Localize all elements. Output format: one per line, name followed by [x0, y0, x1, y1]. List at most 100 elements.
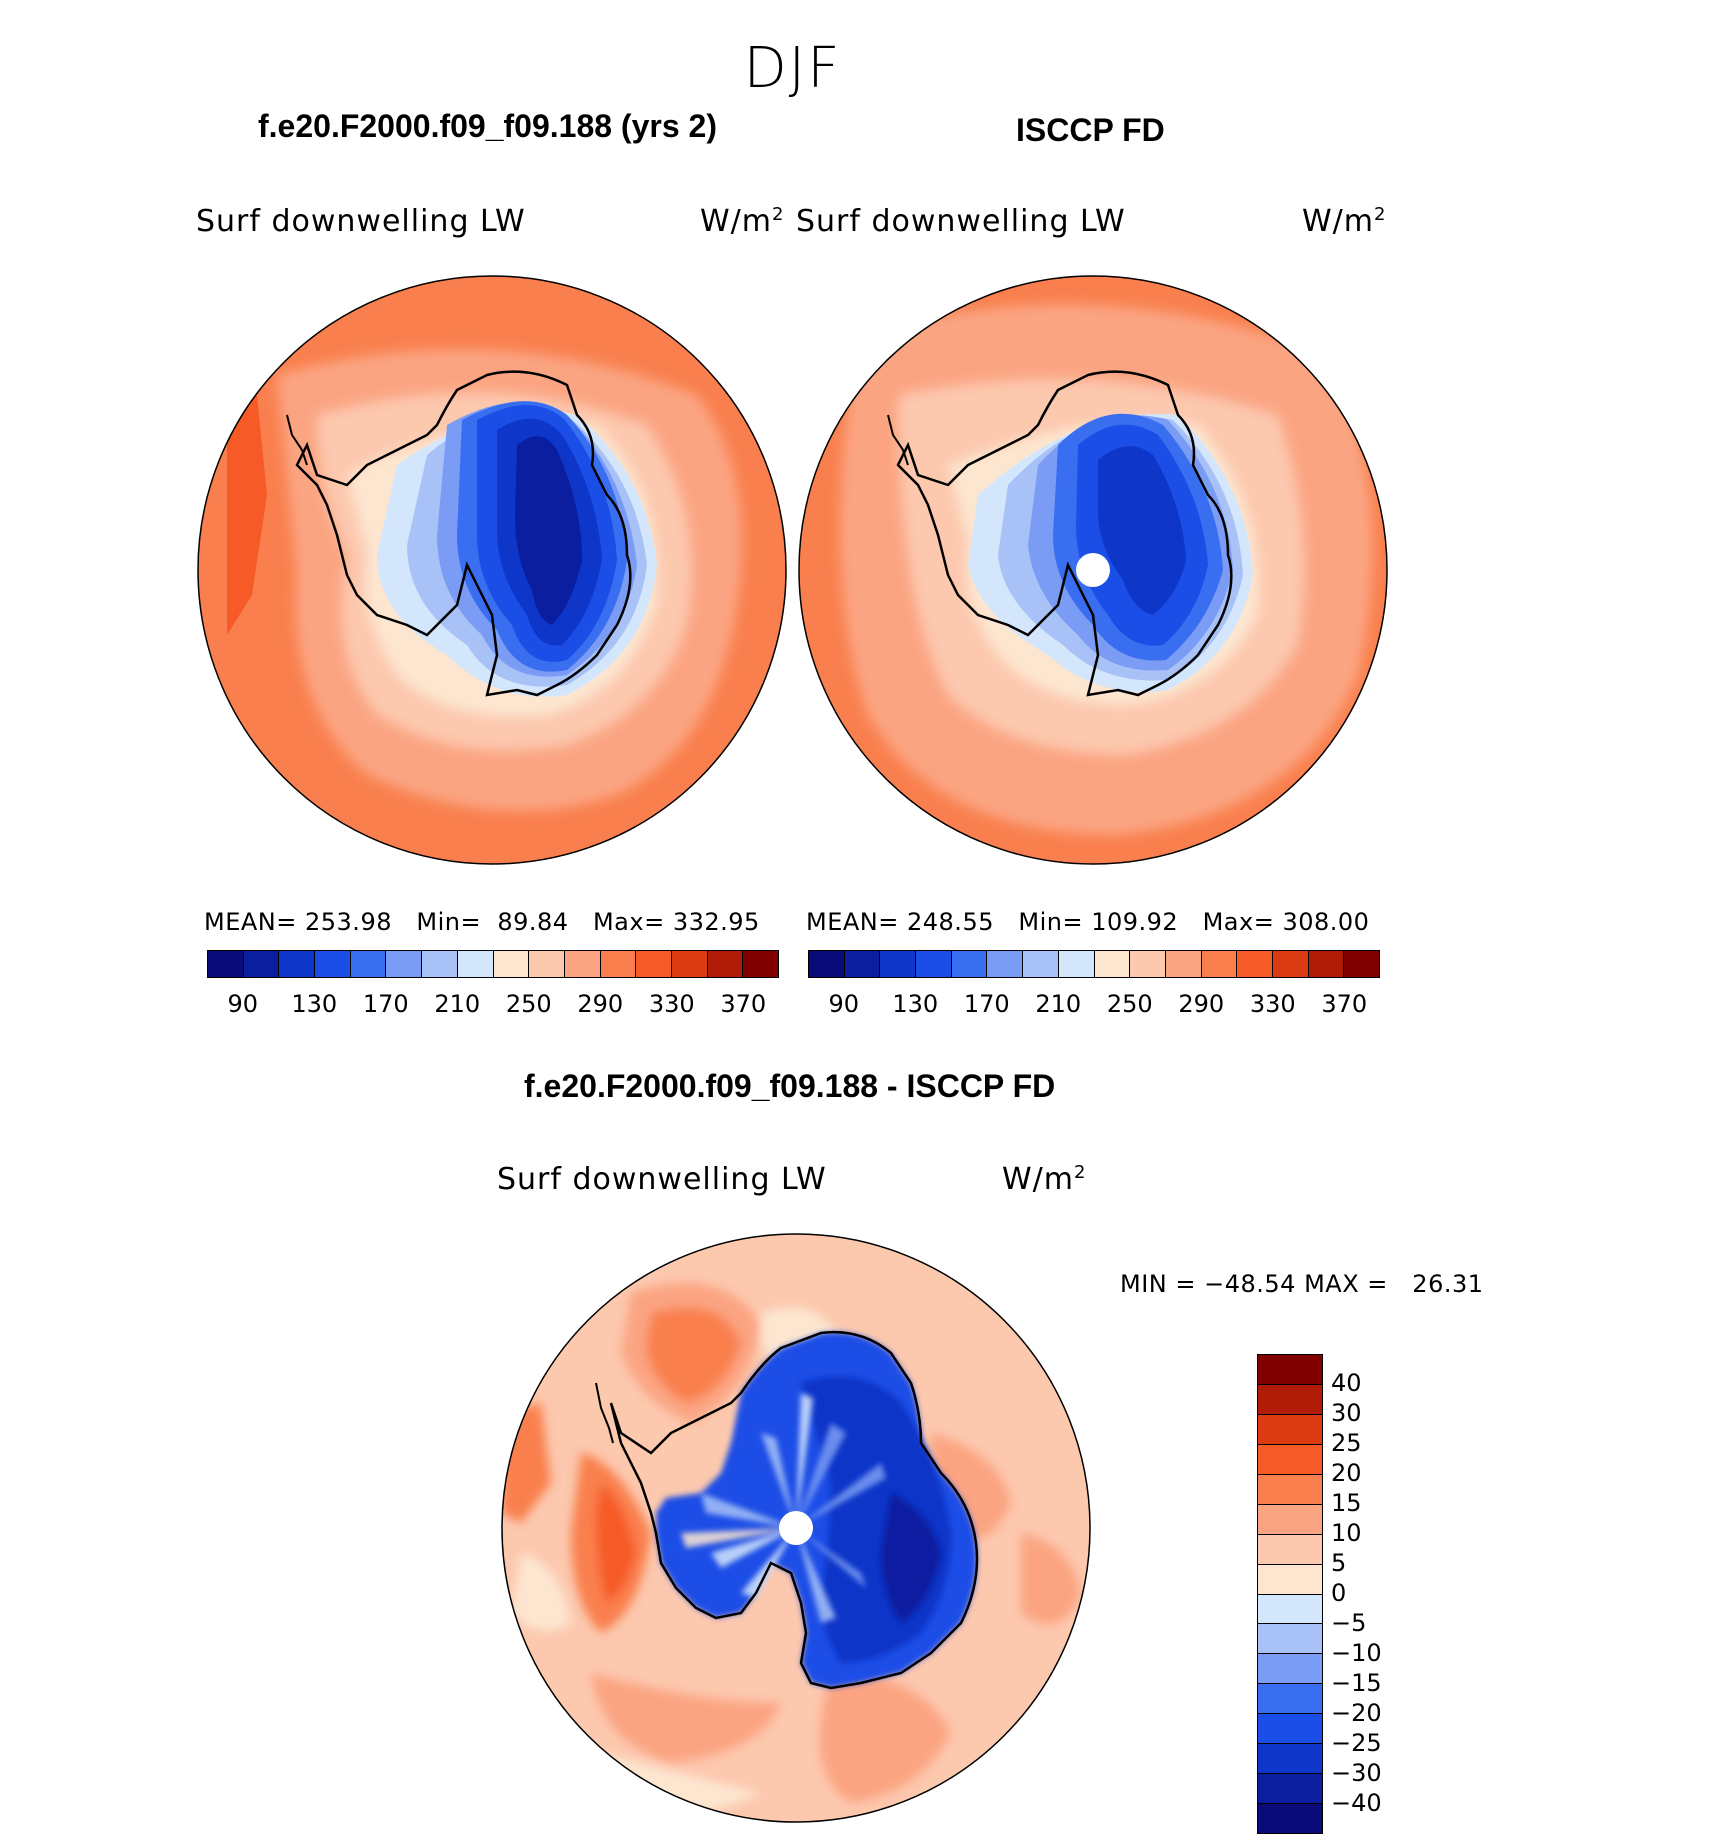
- obs-colorbar-swatch: [1093, 951, 1130, 977]
- model-colorbar-swatch: [385, 951, 422, 977]
- model-colorbar-tick-label: 90: [227, 990, 259, 1018]
- diff-colorbar-swatch: [1258, 1594, 1322, 1625]
- obs-colorbar-tick-label: 90: [828, 990, 860, 1018]
- model-colorbar-boxes: [207, 950, 779, 978]
- model-colorbar-swatch: [278, 951, 315, 977]
- model-colorbar-swatch: [242, 951, 279, 977]
- diff-colorbar-tick-label: −10: [1331, 1639, 1382, 1667]
- model-colorbar-swatch: [208, 951, 243, 977]
- obs-colorbar-swatch: [1200, 951, 1237, 977]
- diff-colorbar-tick-label: 15: [1331, 1489, 1362, 1517]
- model-units-label: W/m2: [700, 204, 785, 239]
- diff-colorbar-tick-label: 0: [1331, 1579, 1347, 1607]
- diff-colorbar-swatch: [1258, 1804, 1322, 1833]
- model-colorbar-swatch: [670, 951, 707, 977]
- model-colorbar-swatch: [563, 951, 600, 977]
- diff-colorbar-tick-label: −15: [1331, 1669, 1382, 1697]
- diff-colorbar-swatch: [1258, 1654, 1322, 1685]
- model-colorbar: 90 130 170 210 250 290 330 370: [207, 950, 779, 1030]
- obs-colorbar-swatch: [1129, 951, 1165, 977]
- obs-colorbar: 90 130 170 210 250 290 330 370: [808, 950, 1380, 1030]
- model-colorbar-tick-label: 170: [362, 990, 409, 1018]
- obs-colorbar-swatch: [1236, 951, 1272, 977]
- model-colorbar-tick-label: 210: [434, 990, 481, 1018]
- model-polar-map: [197, 275, 787, 865]
- diff-stats: MIN = −48.54 MAX = 26.31: [1120, 1270, 1484, 1298]
- obs-colorbar-swatch: [1271, 951, 1308, 977]
- obs-colorbar-tick-label: 170: [963, 990, 1010, 1018]
- model-colorbar-swatch: [314, 951, 350, 977]
- diff-colorbar-boxes: [1257, 1354, 1323, 1834]
- model-colorbar-swatch: [456, 951, 493, 977]
- obs-colorbar-swatch: [915, 951, 951, 977]
- model-panel-title: f.e20.F2000.f09_f09.188 (yrs 2): [258, 108, 717, 144]
- diff-colorbar-swatch: [1258, 1474, 1322, 1505]
- model-variable-label: Surf downwelling LW: [196, 204, 526, 239]
- diff-colorbar-swatch: [1258, 1534, 1322, 1565]
- diff-colorbar-tick-label: −5: [1331, 1609, 1367, 1637]
- obs-colorbar-swatch: [879, 951, 916, 977]
- diff-colorbar-tick-label: −20: [1331, 1699, 1382, 1727]
- diff-colorbar-swatch: [1258, 1744, 1322, 1775]
- obs-colorbar-swatch: [809, 951, 844, 977]
- obs-colorbar-swatch: [1057, 951, 1094, 977]
- diff-colorbar-tick-label: 40: [1331, 1369, 1362, 1397]
- diff-colorbar-swatch: [1258, 1774, 1322, 1805]
- obs-colorbar-swatch: [1343, 951, 1379, 977]
- obs-colorbar-tick-label: 290: [1178, 990, 1225, 1018]
- obs-colorbar-swatch: [1022, 951, 1058, 977]
- diff-colorbar-tick-label: 20: [1331, 1459, 1362, 1487]
- model-colorbar-swatch: [492, 951, 529, 977]
- obs-stats: MEAN= 248.55 Min= 109.92 Max= 308.00: [806, 908, 1370, 936]
- model-colorbar-swatch: [706, 951, 743, 977]
- obs-colorbar-tick-label: 250: [1106, 990, 1153, 1018]
- obs-colorbar-swatch: [950, 951, 987, 977]
- obs-colorbar-tick-label: 330: [1249, 990, 1296, 1018]
- diff-colorbar-tick-label: 5: [1331, 1549, 1347, 1577]
- diff-colorbar-tick-label: −25: [1331, 1729, 1382, 1757]
- diff-colorbar-tick-label: 30: [1331, 1399, 1362, 1427]
- model-colorbar-swatch: [528, 951, 564, 977]
- diff-colorbar-swatch: [1258, 1564, 1322, 1595]
- model-colorbar-tick-label: 370: [720, 990, 767, 1018]
- obs-polar-map: [798, 275, 1388, 865]
- obs-variable-label: Surf downwelling LW: [796, 204, 1126, 239]
- diff-colorbar-tick-label: −30: [1331, 1759, 1382, 1787]
- obs-colorbar-swatch: [843, 951, 880, 977]
- model-colorbar-swatch: [599, 951, 636, 977]
- obs-panel-title: ISCCP FD: [1016, 112, 1165, 148]
- obs-colorbar-boxes: [808, 950, 1380, 978]
- diff-colorbar: −40 −30 −25 −20 −15 −10 −5 0 5 10 15 20 25 30 40: [1257, 1354, 1407, 1834]
- diff-colorbar-swatch: [1258, 1504, 1322, 1535]
- diff-panel-title: f.e20.F2000.f09_f09.188 - ISCCP FD: [524, 1068, 1056, 1104]
- diff-colorbar-tick-label: 25: [1331, 1429, 1362, 1457]
- model-colorbar-tick-label: 330: [648, 990, 695, 1018]
- diff-colorbar-tick-label: −40: [1331, 1789, 1382, 1817]
- diff-colorbar-tick-label: 10: [1331, 1519, 1362, 1547]
- model-colorbar-tick-label: 130: [291, 990, 338, 1018]
- diff-variable-label: Surf downwelling LW: [497, 1162, 827, 1197]
- model-colorbar-swatch: [635, 951, 671, 977]
- model-colorbar-swatch: [349, 951, 386, 977]
- model-colorbar-tick-label: 290: [577, 990, 624, 1018]
- diff-colorbar-swatch: [1258, 1355, 1322, 1385]
- diff-polar-map: [501, 1233, 1091, 1823]
- diff-units-label: W/m2: [1002, 1162, 1087, 1197]
- season-title: DJF: [743, 36, 842, 101]
- diff-colorbar-swatch: [1258, 1624, 1322, 1655]
- diff-colorbar-swatch: [1258, 1414, 1322, 1445]
- diff-colorbar-swatch: [1258, 1384, 1322, 1415]
- obs-colorbar-tick-label: 130: [892, 990, 939, 1018]
- obs-units-label: W/m2: [1302, 204, 1387, 239]
- obs-colorbar-tick-label: 210: [1035, 990, 1082, 1018]
- diff-colorbar-swatch: [1258, 1684, 1322, 1715]
- model-colorbar-tick-label: 250: [505, 990, 552, 1018]
- diff-colorbar-swatch: [1258, 1444, 1322, 1475]
- obs-colorbar-tick-label: 370: [1321, 990, 1368, 1018]
- model-colorbar-swatch: [742, 951, 778, 977]
- diff-colorbar-swatch: [1258, 1714, 1322, 1745]
- model-colorbar-swatch: [421, 951, 457, 977]
- model-stats: MEAN= 253.98 Min= 89.84 Max= 332.95: [204, 908, 760, 936]
- obs-colorbar-swatch: [1307, 951, 1344, 977]
- obs-colorbar-swatch: [1164, 951, 1201, 977]
